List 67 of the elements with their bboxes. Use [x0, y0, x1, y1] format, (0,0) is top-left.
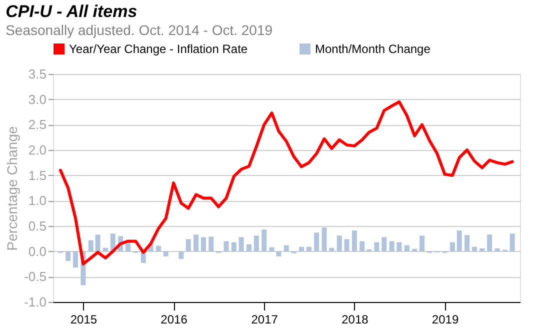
bar	[208, 236, 214, 252]
bar	[163, 251, 168, 256]
bar	[200, 237, 206, 252]
line-series	[58, 100, 514, 266]
bar	[450, 242, 455, 252]
bar	[352, 230, 357, 252]
x-tick-label: 2019	[432, 312, 459, 326]
x-tick-label: 2017	[251, 312, 278, 326]
bar	[510, 234, 515, 252]
y-tick-label: -0.5	[24, 269, 46, 284]
bar	[456, 230, 462, 252]
bar	[494, 248, 500, 252]
bar	[396, 242, 402, 252]
bar	[231, 242, 236, 252]
bar	[344, 239, 350, 252]
bar	[194, 234, 199, 252]
bar	[360, 241, 365, 252]
x-tick-label: 2018	[342, 312, 369, 326]
x-tick-label: 2015	[70, 312, 98, 326]
bar	[419, 236, 424, 252]
bar	[480, 248, 485, 252]
bar	[246, 244, 252, 252]
bar	[487, 234, 492, 252]
y-tick-label: 3.5	[28, 66, 46, 82]
bar	[102, 248, 108, 252]
x-tick-label: 2016	[160, 312, 188, 326]
y-tick-label: 2.0	[28, 142, 46, 158]
y-tick-label: -1.0	[24, 294, 46, 310]
bar	[156, 246, 161, 252]
legend-label: Year/Year Change - Inflation Rate	[69, 42, 248, 56]
bar	[224, 241, 229, 252]
bar	[88, 240, 94, 252]
bar	[262, 230, 267, 252]
bar	[254, 236, 259, 252]
y-tick-label: 2.5	[28, 117, 46, 132]
bar	[276, 251, 282, 256]
chart-subtitle: Seasonally adjusted. Oct. 2014 - Oct. 2019	[6, 22, 273, 38]
y-tick-label: 1.0	[28, 193, 46, 208]
legend-label: Month/Month Change	[315, 42, 431, 56]
bar	[329, 248, 334, 252]
bar	[284, 245, 289, 252]
bar	[464, 235, 470, 252]
bar	[472, 246, 477, 252]
bar	[186, 239, 191, 252]
bar	[306, 246, 312, 252]
bar	[374, 242, 380, 252]
bar	[382, 237, 387, 252]
chart-title: CPI-U - All items	[6, 2, 138, 21]
y-tick-label: 1.5	[28, 168, 46, 183]
y-tick-label: 0.5	[28, 218, 46, 234]
bar	[314, 232, 320, 252]
bar	[125, 243, 130, 252]
bar	[73, 251, 78, 268]
bar	[95, 234, 100, 252]
bar	[322, 228, 327, 252]
y-tick-label: 3.0	[28, 92, 46, 107]
bar	[389, 241, 394, 252]
bar	[178, 251, 184, 259]
bar	[238, 237, 244, 252]
y-axis-title: Percentage Change	[4, 126, 20, 251]
bar	[336, 236, 342, 252]
bar	[269, 247, 274, 252]
bar	[66, 251, 71, 261]
bar	[412, 248, 418, 252]
y-tick-label: 0.0	[28, 244, 46, 259]
bar	[298, 246, 304, 252]
bar	[404, 245, 410, 252]
